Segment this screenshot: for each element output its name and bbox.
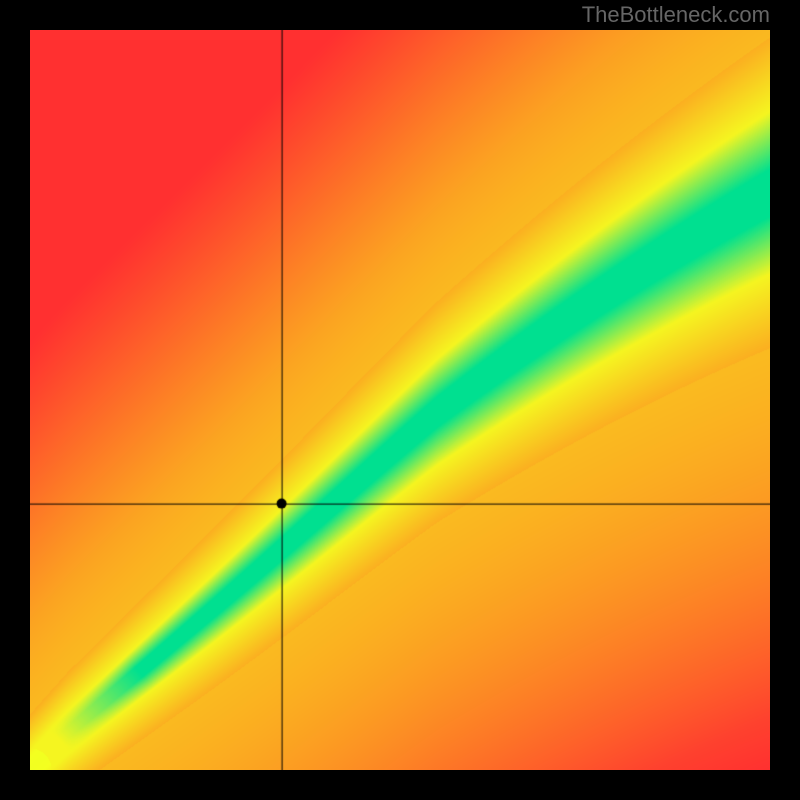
heatmap-canvas: [30, 30, 770, 770]
heatmap-chart: [30, 30, 770, 770]
watermark-text: TheBottleneck.com: [582, 2, 770, 28]
